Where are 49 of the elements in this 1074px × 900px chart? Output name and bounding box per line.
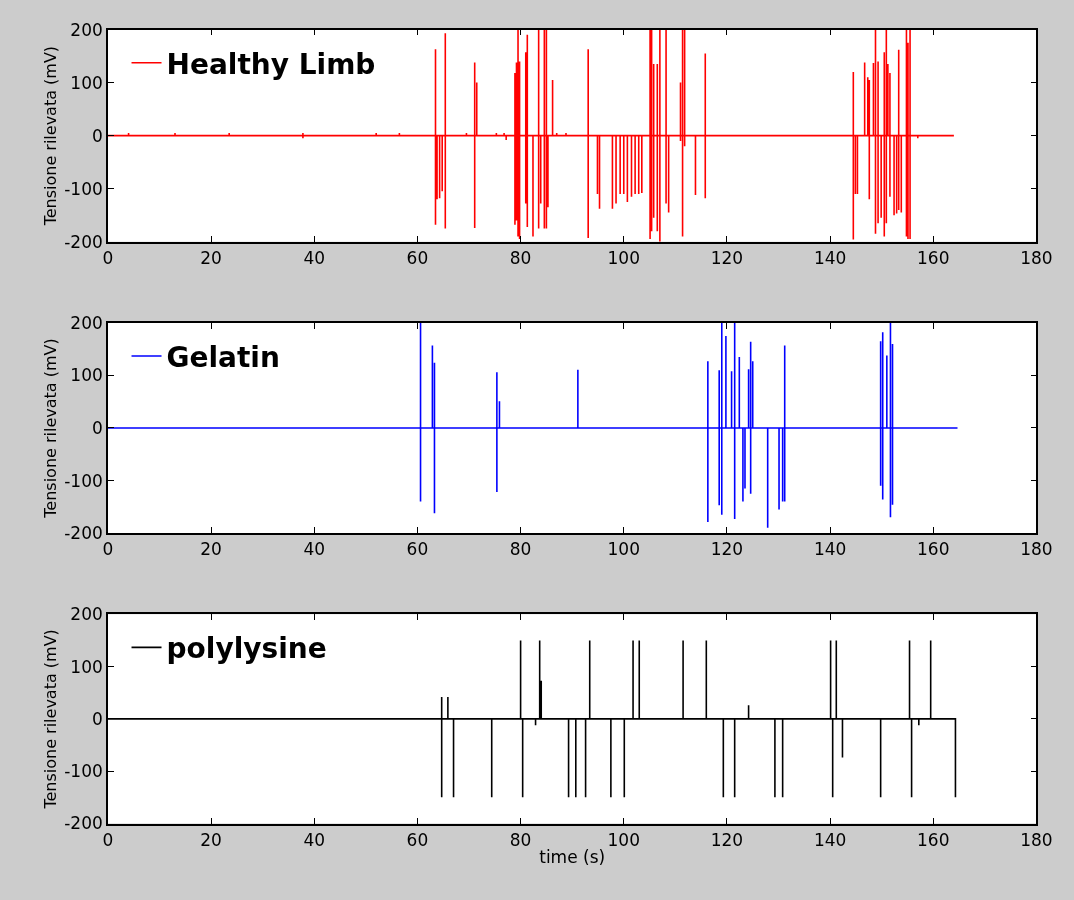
- x-tick-label: 20: [200, 829, 222, 850]
- y-axis-title: Tensione rilevata (mV): [40, 629, 60, 810]
- x-tick-label: 100: [607, 829, 640, 850]
- x-tick-label: 40: [303, 829, 326, 850]
- y-tick-label: 200: [70, 604, 103, 625]
- x-tick-label: 120: [710, 539, 744, 560]
- y-axis-title: Tensione rilevata (mV): [40, 338, 60, 519]
- x-tick-label: 80: [509, 829, 532, 850]
- y-tick-label: 100: [70, 656, 103, 677]
- x-tick-label: 100: [607, 247, 640, 268]
- x-tick-label: 180: [1020, 539, 1053, 560]
- x-tick-label: 120: [710, 829, 744, 850]
- y-tick-label: -200: [64, 813, 103, 834]
- x-tick-label: 40: [303, 247, 326, 268]
- y-tick-label: 0: [91, 125, 103, 146]
- legend-label: polylysine: [166, 632, 327, 666]
- x-tick-label: 60: [406, 247, 429, 268]
- x-tick-label: 160: [917, 829, 950, 850]
- x-axis-title: time (s): [539, 846, 606, 867]
- y-tick-label: 0: [91, 708, 103, 729]
- x-tick-label: 20: [200, 539, 222, 560]
- y-tick-label: 100: [70, 365, 103, 386]
- x-tick-label: 140: [813, 247, 847, 268]
- y-tick-label: -100: [64, 761, 103, 782]
- y-axis-title: Tensione rilevata (mV): [40, 45, 60, 227]
- x-tick-label: 120: [710, 247, 744, 268]
- x-tick-label: 160: [917, 539, 950, 560]
- x-tick-label: 180: [1020, 829, 1053, 850]
- y-tick-label: -100: [64, 470, 103, 491]
- y-tick-label: 100: [70, 72, 103, 93]
- x-tick-label: 180: [1020, 247, 1053, 268]
- x-tick-label: 80: [509, 247, 532, 268]
- legend-label: Gelatin: [166, 340, 280, 374]
- x-tick-label: 40: [303, 539, 326, 560]
- x-tick-label: 100: [607, 539, 640, 560]
- y-tick-label: -100: [64, 178, 103, 199]
- y-tick-label: -200: [64, 523, 103, 544]
- x-tick-label: 60: [406, 539, 429, 560]
- legend-label: Healthy Limb: [166, 47, 376, 81]
- y-tick-label: 0: [91, 417, 103, 438]
- x-tick-label: 80: [509, 539, 532, 560]
- y-tick-label: 200: [70, 312, 103, 333]
- x-tick-label: 160: [917, 247, 950, 268]
- x-tick-label: 20: [200, 247, 222, 268]
- x-tick-label: 140: [813, 539, 847, 560]
- y-tick-label: 200: [70, 19, 103, 40]
- x-tick-label: 140: [813, 829, 847, 850]
- x-tick-label: 60: [406, 829, 429, 850]
- y-tick-label: -200: [64, 231, 103, 252]
